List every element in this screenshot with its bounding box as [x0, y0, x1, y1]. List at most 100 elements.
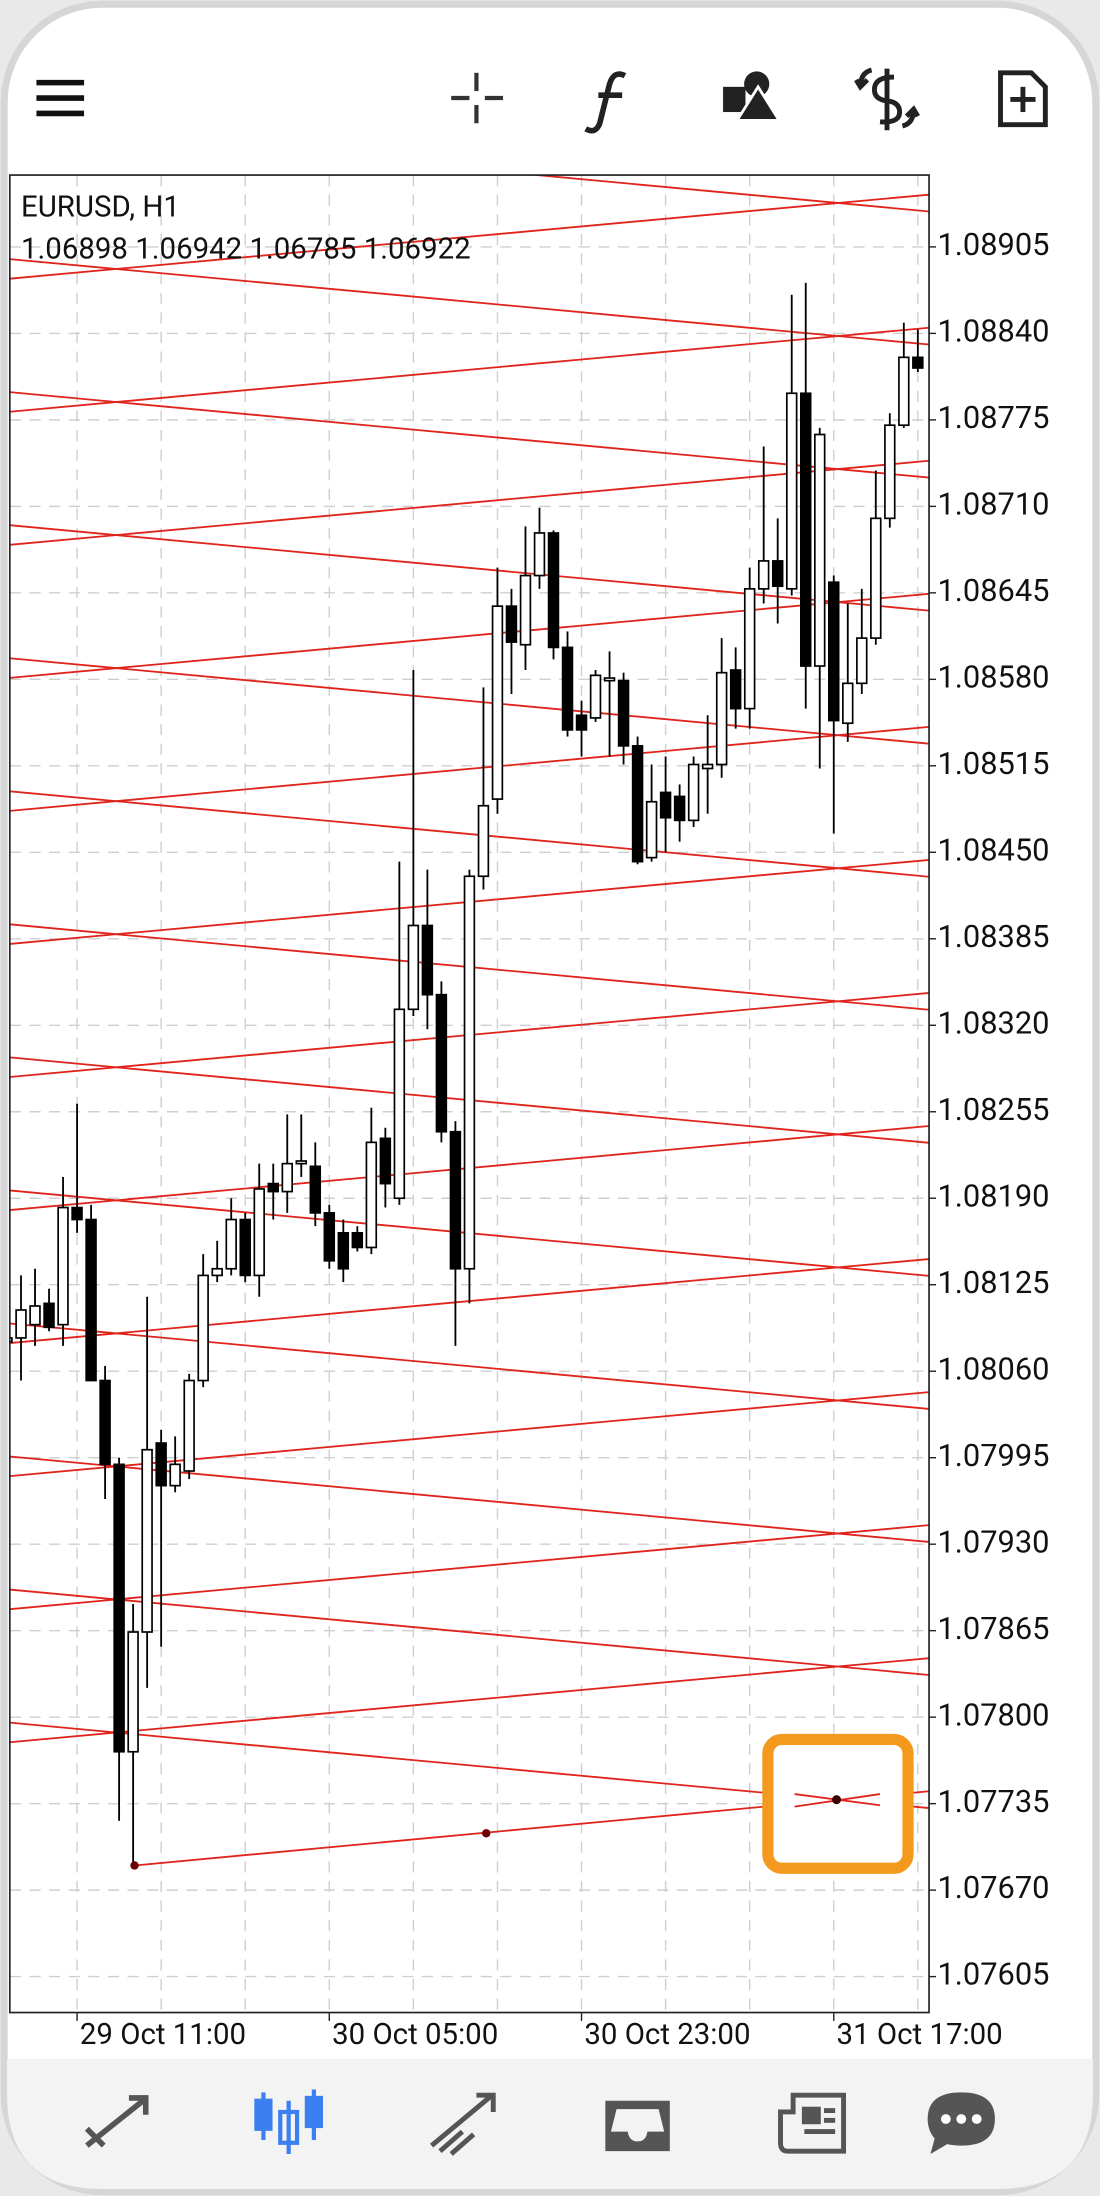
y-tick-label: 1.07930: [937, 1523, 1049, 1560]
channel-line: [9, 657, 930, 745]
channel-line: [9, 258, 930, 346]
y-tick-label: 1.08385: [937, 918, 1049, 955]
candle-body: [842, 682, 854, 725]
candle-body: [267, 1182, 279, 1193]
candle-body: [421, 924, 434, 996]
y-tick-label: 1.08905: [937, 226, 1049, 263]
x-tick-label: 30 Oct 23:00: [584, 2018, 750, 2052]
x-tick-label: 29 Oct 11:00: [80, 2018, 246, 2052]
candle-body: [561, 646, 574, 731]
candle-body: [870, 517, 882, 639]
candle-body: [113, 1463, 125, 1753]
candle-body: [533, 532, 546, 577]
candle-body: [856, 637, 868, 685]
candle-body: [547, 532, 560, 649]
candle-body: [351, 1231, 364, 1249]
nav-history[interactable]: [605, 2100, 670, 2152]
candle-body: [898, 356, 910, 427]
nav-chat[interactable]: [927, 2092, 995, 2154]
candle-body: [57, 1206, 69, 1326]
channel-line: [9, 326, 930, 413]
candle-body: [477, 804, 490, 878]
candle-body: [659, 791, 672, 819]
channel-line: [9, 592, 930, 679]
candle-body: [365, 1141, 378, 1249]
nav-news[interactable]: [778, 2092, 847, 2154]
candle-body: [575, 714, 588, 731]
y-tick-label: 1.07800: [937, 1696, 1049, 1733]
candle-body: [29, 1305, 41, 1326]
x-tick-label: 30 Oct 05:00: [332, 2018, 498, 2052]
candle-body: [239, 1218, 251, 1277]
bottom-nav: [7, 2058, 1093, 2189]
candle-body: [617, 679, 630, 747]
nav-trade[interactable]: [430, 2092, 496, 2156]
channel-line: [527, 175, 930, 213]
y-tick-label: 1.08840: [937, 313, 1049, 350]
candle-body: [631, 745, 644, 863]
nav-quotes[interactable]: [84, 2095, 149, 2148]
candle-body: [141, 1448, 153, 1633]
new-chart-button[interactable]: [998, 70, 1048, 128]
candle-body: [295, 1160, 308, 1165]
anchor-point: [482, 1829, 491, 1838]
symbol-label: EURUSD, H1: [21, 190, 180, 224]
channel-line: [9, 1524, 930, 1611]
indicators-button[interactable]: [584, 71, 627, 134]
candle-body: [884, 424, 896, 520]
channel-line: [9, 790, 930, 878]
y-tick-label: 1.08775: [937, 399, 1049, 436]
candle-body: [785, 392, 798, 590]
y-tick-label: 1.07735: [937, 1783, 1049, 1820]
quote-label: 1.06898 1.06942 1.06785 1.06922: [21, 232, 471, 266]
menu-button[interactable]: [36, 79, 85, 117]
candle-body: [197, 1274, 209, 1382]
y-tick-label: 1.08580: [937, 658, 1049, 695]
y-tick-label: 1.07605: [937, 1956, 1049, 1993]
channel-line: [9, 1588, 930, 1676]
crosshair-button[interactable]: [451, 72, 504, 124]
candle-body: [743, 588, 756, 710]
channel-line: [9, 459, 930, 546]
candle-body: [463, 875, 476, 1270]
candle-body: [85, 1218, 97, 1382]
y-tick-label: 1.07865: [937, 1610, 1049, 1647]
candle-body: [337, 1231, 350, 1270]
candle-body: [912, 356, 924, 369]
candle-body: [799, 392, 812, 667]
candle-body: [603, 677, 616, 682]
candle-body: [757, 560, 770, 590]
candle-body: [491, 605, 504, 800]
y-tick-label: 1.07995: [937, 1437, 1049, 1474]
candle-body: [828, 581, 840, 722]
trade-button[interactable]: [854, 67, 920, 131]
candle-body: [393, 1008, 406, 1200]
y-tick-label: 1.08125: [937, 1264, 1049, 1301]
candle-body: [253, 1188, 265, 1277]
candle-body: [309, 1165, 322, 1214]
channel-line: [9, 193, 930, 280]
y-tick-label: 1.07670: [937, 1869, 1049, 1906]
channel-line: [9, 1322, 930, 1410]
candle-body: [771, 560, 784, 588]
candle-body: [71, 1206, 83, 1221]
candle-body: [589, 674, 602, 719]
y-tick-label: 1.08710: [937, 486, 1049, 523]
objects-button[interactable]: [723, 71, 782, 122]
candle-body: [281, 1162, 294, 1193]
y-tick-label: 1.08645: [937, 572, 1049, 609]
nav-chart[interactable]: [254, 2089, 323, 2154]
channel-line: [9, 391, 930, 479]
candle-body: [645, 800, 658, 859]
candle-body: [99, 1379, 111, 1466]
y-tick-label: 1.08515: [937, 745, 1049, 782]
y-tick-label: 1.08190: [937, 1177, 1049, 1214]
candle-body: [814, 433, 826, 667]
candle-body: [155, 1442, 167, 1487]
candle-body: [435, 993, 448, 1133]
channel-line: [9, 1657, 930, 1744]
candle-body: [9, 1337, 13, 1343]
